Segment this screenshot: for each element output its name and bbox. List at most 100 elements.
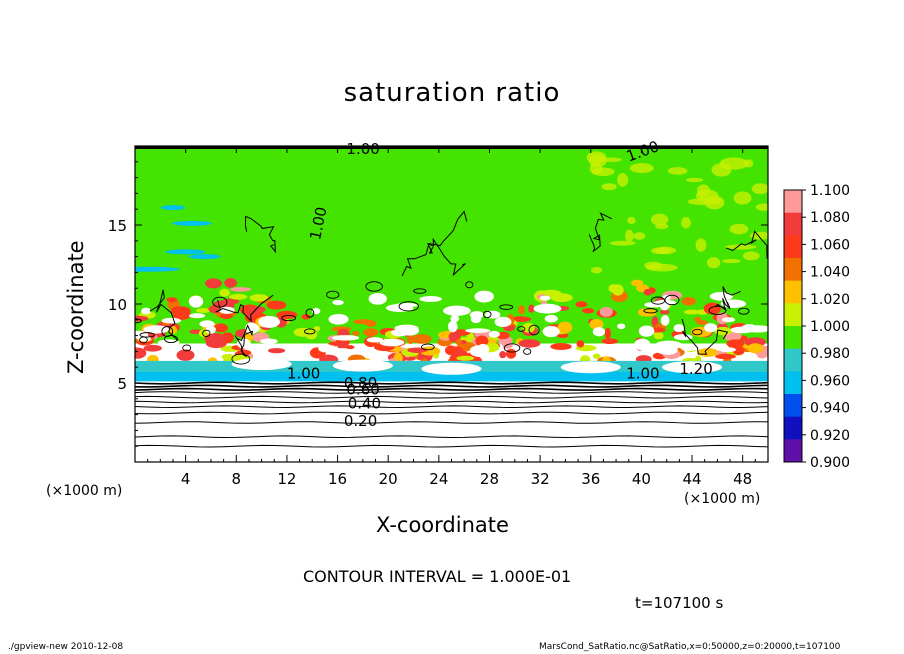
cloud-cell: [143, 344, 162, 352]
supersaturated-core: [447, 320, 458, 333]
supersaturated-core: [379, 338, 405, 347]
colorbar-segment: [784, 371, 802, 395]
contour-line: [215, 294, 274, 323]
cloud-cell: [550, 293, 573, 303]
supersaturated-core: [245, 322, 258, 335]
cloud-cell: [576, 340, 585, 348]
colorbar-label: 1.060: [810, 237, 850, 253]
cloud-cell: [518, 339, 541, 348]
supersaturated-core: [318, 344, 333, 353]
x-tick-label: 16: [328, 470, 347, 488]
supersaturated-core: [443, 305, 471, 316]
contour-loop: [413, 288, 427, 294]
cloud-cell: [411, 334, 432, 344]
light-green-patch: [591, 167, 615, 177]
cloud-cell: [486, 338, 498, 344]
contour-loop: [643, 308, 658, 314]
contour-label: 1.00: [346, 140, 379, 158]
colorbar-segment: [784, 190, 802, 214]
saturation-field: [135, 146, 768, 462]
white-lens: [662, 361, 723, 374]
colorbar-label: 1.100: [810, 183, 850, 199]
light-green-patch: [681, 217, 691, 229]
light-green-patch: [706, 257, 721, 269]
x-tick-label: 4: [181, 470, 191, 488]
cloud-cell: [611, 284, 624, 296]
cloud-cell: [135, 347, 146, 356]
colorbar-segment: [784, 326, 802, 350]
light-green-patch: [590, 266, 603, 274]
supersaturated-core: [638, 325, 655, 337]
cloud-cell: [205, 278, 222, 289]
supersaturated-core: [673, 334, 693, 341]
contour-loop: [365, 281, 383, 292]
colorbar-label: 1.000: [810, 319, 850, 335]
contour-loop: [421, 343, 435, 351]
light-green-patch: [751, 183, 768, 195]
light-green-patch: [733, 191, 752, 205]
cloud-cell: [266, 300, 287, 310]
contour-line: [135, 384, 768, 388]
cloud-cell: [499, 351, 507, 359]
light-green-patch: [755, 203, 768, 211]
contour-line: [725, 230, 768, 259]
cloud-cell: [220, 313, 233, 320]
contour-label: 0.20: [344, 412, 377, 430]
cloud-cell: [166, 297, 178, 303]
footer-program-date: ./gpview-new 2010-12-08: [8, 642, 124, 652]
cloud-cell: [557, 321, 573, 334]
cloud-cell: [681, 296, 696, 306]
white-lens: [421, 362, 482, 375]
cloud-cell: [744, 337, 766, 347]
cloud-cell: [267, 348, 286, 354]
supersaturated-core: [680, 345, 698, 352]
supersaturated-core: [260, 338, 278, 344]
cloud-cell: [365, 320, 377, 327]
x-axis-label: X-coordinate: [376, 513, 509, 537]
x-tick-label: 28: [480, 470, 499, 488]
cloud-cell: [684, 309, 700, 315]
contour-loop: [499, 304, 514, 310]
contour-loop: [231, 353, 251, 365]
supersaturated-core: [660, 315, 670, 326]
cloud-cell: [697, 348, 719, 357]
contour-loop: [664, 294, 680, 306]
contour-loop: [465, 281, 474, 289]
contour-loop: [523, 348, 532, 355]
cloud-cell: [407, 347, 428, 353]
cloud-cell: [589, 318, 604, 330]
cloud-cell: [363, 328, 379, 337]
colorbar-segment: [784, 348, 802, 372]
contour-loop: [737, 307, 750, 315]
contour-line: [135, 411, 768, 415]
light-green-patch: [667, 167, 688, 175]
supersaturated-core: [465, 328, 491, 333]
subsaturated-streak: [135, 266, 180, 272]
y-tick-label: 10: [108, 296, 127, 314]
supersaturated-core: [141, 307, 151, 315]
contour-line: [681, 318, 729, 355]
cloud-cell: [592, 353, 601, 359]
contour-line: [135, 387, 768, 391]
light-green-patch: [644, 261, 663, 270]
supersaturated-core: [189, 313, 206, 319]
cloud-cell: [604, 327, 611, 340]
cloud-cell: [444, 345, 457, 356]
contour-loop: [139, 332, 155, 338]
light-green-patch: [711, 163, 732, 177]
subsaturated-streak: [188, 254, 221, 260]
contour-loop: [650, 296, 666, 305]
x-unit-label-right: (×1000 m): [684, 491, 761, 507]
supersaturated-core: [730, 326, 753, 334]
light-green-patch: [586, 151, 607, 164]
light-green-patch: [685, 177, 704, 183]
x-axis: 4 8 12 16 20 24 28 32 36 40 44 48: [147, 146, 756, 488]
cloud-cell: [550, 343, 572, 351]
supersaturated-core: [366, 337, 384, 343]
supersaturated-core: [161, 317, 182, 324]
contour-loop: [164, 334, 178, 344]
contour-loop: [139, 336, 148, 344]
cloud-cell: [518, 305, 525, 315]
colorbar-label: 0.980: [810, 346, 850, 362]
